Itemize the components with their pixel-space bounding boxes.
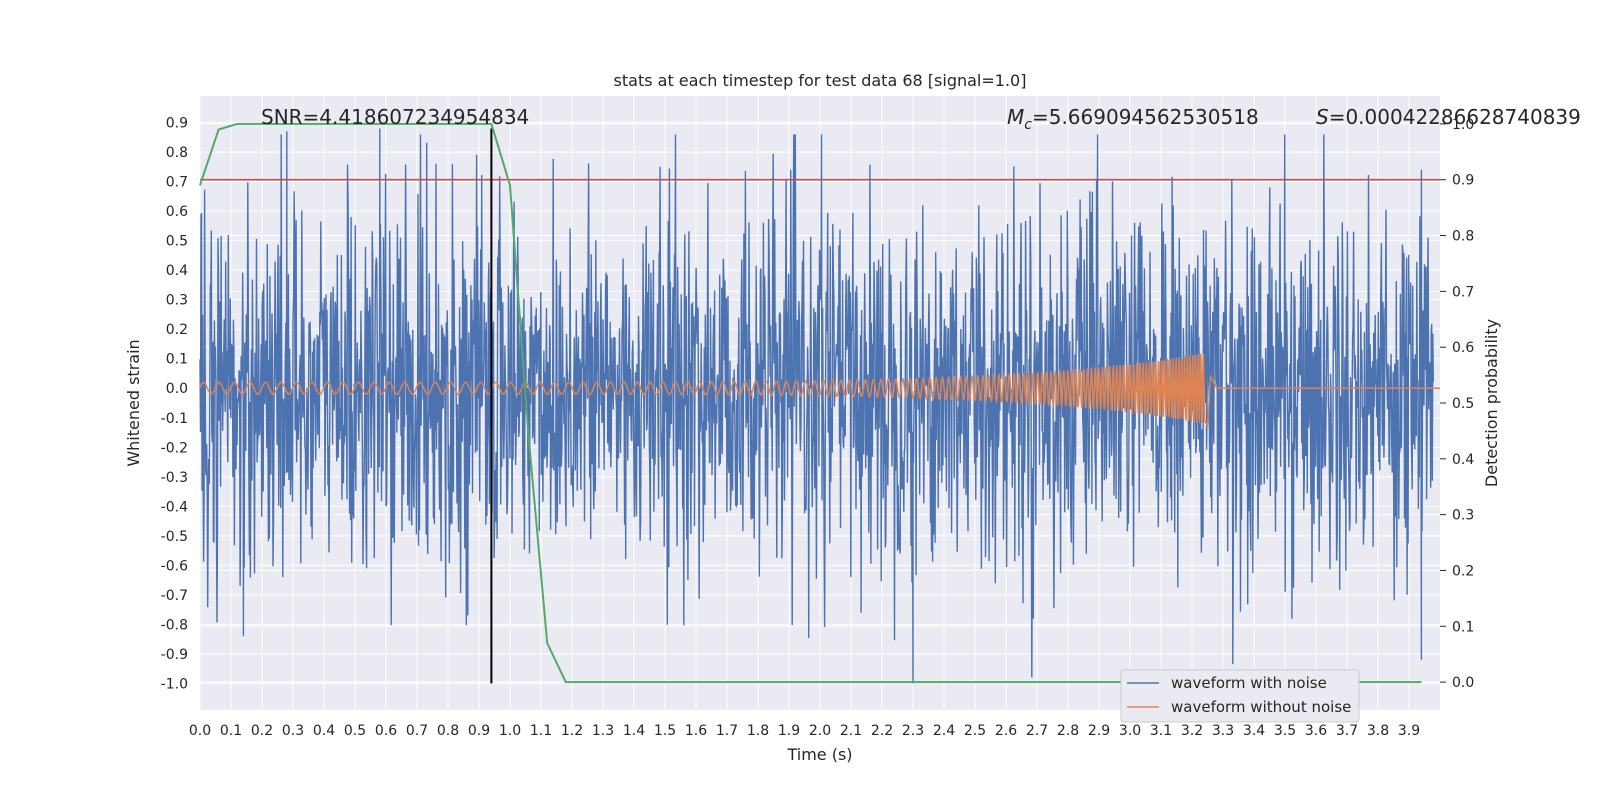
y-axis-ticks: 0.9 0.8 0.7 0.6 0.5 0.4 0.3 0.2 0.1 0.0 -0.1 -0.2 -0… [161,116,188,693]
y-tick-label: 0.2 [166,322,188,338]
legend-label-with-noise: waveform with noise [1171,674,1327,692]
y-tick-label: 0.1 [166,352,188,368]
x-tick-label: 2.4 [933,723,955,739]
spin-symbol: S [1316,105,1329,129]
series-waveform-without-noise [199,353,1440,427]
x-tick-label: 1.5 [654,723,676,739]
x-tick-label: 2.9 [1088,723,1110,739]
y2-tick-label: 0.3 [1452,508,1474,524]
x-tick-label: 2.6 [995,723,1017,739]
y-tick-label: -0.1 [161,411,188,427]
y-tick-label: -0.7 [161,588,188,604]
x-tick-label: 3.6 [1305,723,1327,739]
y-tick-label: 0.0 [166,381,188,397]
x-tick-label: 1.8 [747,723,769,739]
x-tick-label: 2.0 [809,723,831,739]
y-tick-label: 0.3 [166,293,188,309]
y-tick-label: 0.5 [166,234,188,250]
y2-tick-label: 0.4 [1452,452,1474,468]
x-tick-label: 3.1 [1150,723,1172,739]
x-axis-label: Time (s) [786,745,852,764]
x-tick-label: 0.6 [375,723,397,739]
chirp-mass-subscript: c [1024,117,1032,133]
x-tick-label: 2.3 [902,723,924,739]
y-tick-label: -0.6 [161,558,188,574]
legend-label-without-noise: waveform without noise [1171,698,1351,716]
y-tick-label: -0.9 [161,647,188,663]
x-tick-label: 0.4 [313,723,335,739]
y-tick-label: -1.0 [161,676,188,692]
y2-tick-label: 1.0 [1452,117,1474,133]
y2-axis-label: Detection probability [1482,319,1501,487]
series-waveform-with-noise [199,128,1435,684]
x-tick-label: 0.8 [437,723,459,739]
series-detection-probability [199,122,1422,684]
y-tick-label: -0.2 [161,440,188,456]
x-tick-label: 0.9 [468,723,490,739]
x-tick-label: 0.7 [406,723,428,739]
x-tick-label: 0.2 [251,723,273,739]
y-tick-label: 0.4 [166,263,188,279]
chirp-mass-value: =5.669094562530518 [1032,105,1259,129]
y-tick-label: -0.4 [161,499,188,515]
chirp-mass-symbol: M [1007,105,1024,129]
y-tick-label: -0.5 [161,529,188,545]
x-tick-label: 2.8 [1057,723,1079,739]
x-tick-label: 2.2 [871,723,893,739]
y-tick-label: 0.7 [166,175,188,191]
x-tick-label: 3.2 [1181,723,1203,739]
noise-waveform-line [199,128,1435,684]
x-tick-label: 3.3 [1212,723,1234,739]
x-tick-label: 0.0 [189,723,211,739]
y2-tick-label: 0.5 [1452,396,1474,412]
snr-annotation: SNR=4.418607234954834 [261,105,529,129]
x-tick-label: 1.1 [530,723,552,739]
x-tick-label: 2.7 [1026,723,1048,739]
x-tick-label: 1.7 [716,723,738,739]
spin-annotation: S=0.00042286628740839 [1316,105,1581,129]
x-tick-label: 2.5 [964,723,986,739]
y-tick-label: 0.6 [166,204,188,220]
x-tick-label: 3.8 [1367,723,1389,739]
x-tick-label: 3.5 [1274,723,1296,739]
spin-value: =0.00042286628740839 [1329,105,1581,129]
x-tick-label: 3.9 [1398,723,1420,739]
y-axis-label: Whitened strain [124,339,143,466]
x-tick-label: 3.4 [1243,723,1265,739]
x-tick-label: 3.0 [1119,723,1141,739]
y-tick-label: 0.8 [166,145,188,161]
chart-title: stats at each timestep for test data 68 … [614,71,1027,90]
x-tick-label: 1.0 [499,723,521,739]
x-axis-ticks: 0.0 0.1 0.2 0.3 0.4 0.5 0.6 0.7 0.8 0.9 1.0 1.1 1.2 1… [189,723,1420,739]
legend-box [1120,669,1360,723]
y2-tick-label: 0.7 [1452,284,1474,300]
y-tick-label: -0.8 [161,617,188,633]
y2-tick-label: 0.0 [1452,675,1474,691]
x-tick-label: 1.9 [778,723,800,739]
x-tick-label: 1.3 [592,723,614,739]
y2-tick-label: 0.8 [1452,229,1474,245]
clean-waveform-line [199,353,1440,427]
chirp-mass-annotation: Mc=5.669094562530518 [1007,105,1259,133]
overlay-lines [200,128,1440,684]
y2-tick-label: 0.1 [1452,619,1474,635]
x-tick-label: 1.4 [623,723,645,739]
x-tick-label: 0.5 [344,723,366,739]
x-tick-label: 3.7 [1336,723,1358,739]
x-tick-label: 0.3 [282,723,304,739]
y-tick-label: -0.3 [161,470,188,486]
y2-tick-label: 0.2 [1452,563,1474,579]
y2-axis-ticks: 1.0 0.9 0.8 0.7 0.6 0.5 0.4 0.3 0.2 0.1 0.0 [1440,117,1474,691]
x-tick-label: 1.6 [685,723,707,739]
legend: waveform with noise waveform without noi… [1120,669,1360,723]
y2-tick-label: 0.6 [1452,340,1474,356]
x-tick-label: 2.1 [840,723,862,739]
y-tick-label: 0.9 [166,116,188,132]
x-tick-label: 1.2 [561,723,583,739]
probability-line [199,122,1422,684]
y2-tick-label: 0.9 [1452,173,1474,189]
x-tick-label: 0.1 [220,723,242,739]
